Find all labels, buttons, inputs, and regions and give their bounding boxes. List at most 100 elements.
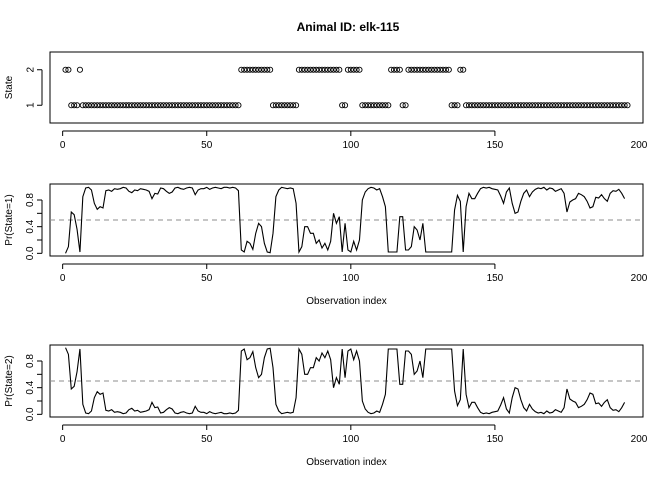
state-point — [379, 102, 386, 109]
state-point — [399, 102, 406, 109]
state-point — [350, 66, 357, 73]
state-point — [183, 102, 190, 109]
state-point — [408, 66, 415, 73]
state-point — [105, 102, 112, 109]
state-point — [232, 102, 239, 109]
state-point — [304, 66, 311, 73]
state-point — [327, 66, 334, 73]
state-point — [88, 102, 95, 109]
state-point — [298, 66, 305, 73]
state-point — [460, 66, 467, 73]
state-point — [474, 102, 481, 109]
state-point — [330, 66, 337, 73]
state-point — [437, 66, 444, 73]
state-point — [220, 102, 228, 109]
state-point — [529, 102, 536, 109]
state-point — [281, 102, 288, 109]
state-point — [425, 66, 432, 73]
y-axis-title: Pr(State=2) — [4, 355, 15, 406]
state-point — [192, 102, 199, 109]
state-point — [71, 102, 78, 109]
state-point — [264, 66, 271, 73]
state-point — [523, 102, 530, 109]
state-point — [509, 102, 516, 109]
state-point — [549, 102, 556, 109]
state-point — [91, 102, 98, 109]
plot-frame — [49, 51, 644, 124]
state-point — [223, 102, 230, 109]
state-panel: 0 50 100 150 200 1 2 State — [4, 51, 648, 151]
state-point — [581, 102, 588, 109]
state-point — [290, 102, 297, 109]
state-point — [200, 102, 207, 109]
x-tick-label: 50 — [201, 434, 213, 445]
state-point — [555, 102, 562, 109]
state-point — [356, 66, 363, 73]
state-point — [111, 102, 118, 109]
state-point — [293, 102, 300, 109]
state-point — [445, 66, 452, 73]
state-point — [575, 102, 582, 109]
state-point — [439, 66, 447, 73]
x-tick-label: 100 — [342, 140, 359, 151]
state-point — [74, 102, 81, 109]
state-point — [416, 66, 424, 73]
state-point — [333, 66, 340, 73]
state-point — [122, 102, 130, 109]
y-tick-label: 2 — [26, 67, 37, 73]
probability-line — [65, 347, 626, 415]
state-point — [367, 102, 375, 109]
x-tick-label: 50 — [201, 140, 213, 151]
state-point — [180, 102, 187, 109]
state-point — [226, 102, 233, 109]
state-point — [405, 66, 412, 73]
state-point — [503, 102, 510, 109]
state-point — [212, 102, 219, 109]
state-point — [134, 102, 141, 109]
state-point — [195, 102, 202, 109]
state-point — [457, 66, 464, 73]
state-point — [76, 66, 83, 73]
state-point — [465, 102, 473, 109]
x-tick-label: 50 — [201, 273, 213, 284]
state-point — [318, 66, 326, 73]
state-point — [169, 102, 176, 109]
state-point — [419, 66, 426, 73]
state-point — [241, 66, 248, 73]
state-point — [186, 102, 193, 109]
state-point — [483, 102, 490, 109]
state-point — [85, 102, 92, 109]
state-point — [537, 102, 545, 109]
state-point — [65, 66, 72, 73]
state-point — [561, 102, 568, 109]
state-point — [238, 66, 245, 73]
state-point — [618, 102, 625, 109]
state-point — [497, 102, 504, 109]
state-point — [137, 102, 144, 109]
y-axis-title: Pr(State=1) — [4, 194, 15, 245]
state-point — [566, 102, 573, 109]
state-point — [295, 66, 303, 73]
state-point — [615, 102, 622, 109]
state-point — [448, 102, 455, 109]
state-point — [163, 102, 170, 109]
y-tick-label: 0.4 — [25, 219, 36, 233]
state-point — [166, 102, 173, 109]
x-axis-title: Observation index — [306, 296, 387, 307]
state-point — [244, 66, 251, 73]
state-point — [151, 102, 158, 109]
state-point — [607, 102, 614, 109]
state-point — [520, 102, 527, 109]
state-point — [526, 102, 533, 109]
state-point — [500, 102, 507, 109]
state-point — [310, 66, 317, 73]
state-point — [307, 66, 314, 73]
state-point — [388, 66, 395, 73]
state-point — [108, 102, 115, 109]
state-point — [402, 102, 409, 109]
state-point — [209, 102, 216, 109]
y-tick-label: 0.8 — [25, 193, 36, 207]
state-point — [79, 102, 86, 109]
state-point — [258, 66, 265, 73]
